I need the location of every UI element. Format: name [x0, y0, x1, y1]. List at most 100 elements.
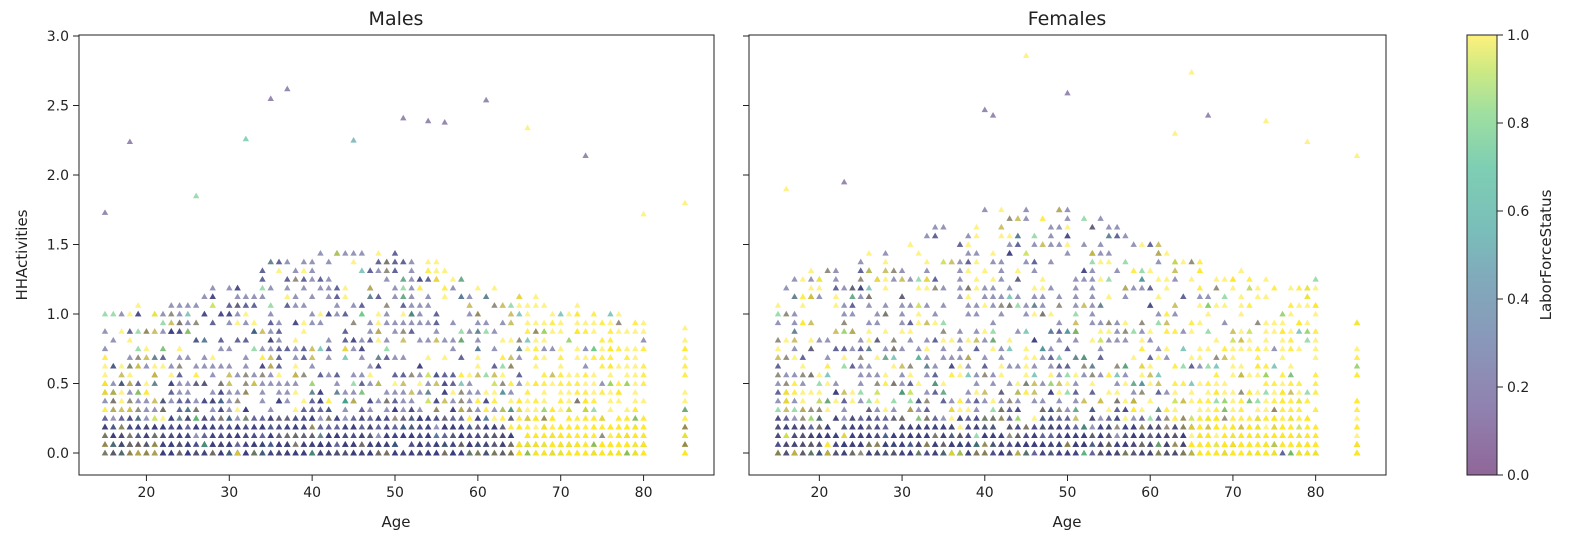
data-point — [849, 345, 856, 352]
data-point — [375, 319, 382, 326]
data-point — [1180, 380, 1187, 386]
data-point — [1204, 362, 1212, 369]
data-point — [126, 371, 134, 378]
data-point — [1221, 380, 1228, 386]
data-point — [433, 397, 440, 404]
data-point — [1221, 406, 1228, 412]
data-point — [923, 302, 931, 308]
data-point — [1229, 362, 1237, 369]
data-point — [824, 371, 831, 378]
data-point — [300, 432, 308, 439]
data-point — [981, 293, 988, 300]
data-point — [118, 432, 125, 439]
data-point — [1039, 397, 1046, 404]
data-point — [1271, 319, 1278, 326]
data-point — [176, 432, 183, 439]
data-point — [574, 302, 581, 308]
data-point — [791, 293, 798, 300]
data-point — [549, 319, 556, 326]
data-point — [1254, 371, 1261, 378]
data-point — [491, 371, 498, 378]
data-point — [998, 223, 1005, 230]
data-point — [940, 336, 947, 343]
data-point — [433, 336, 440, 343]
data-point — [507, 362, 515, 369]
data-point — [234, 284, 241, 291]
data-point — [783, 310, 790, 317]
data-point — [1072, 276, 1079, 282]
data-point — [890, 397, 897, 404]
data-point — [956, 362, 964, 369]
data-point — [623, 432, 631, 439]
data-point — [998, 302, 1005, 308]
data-point — [491, 415, 498, 421]
data-point — [623, 415, 631, 421]
data-point — [1155, 354, 1162, 360]
data-point — [176, 423, 183, 430]
data-point — [126, 388, 134, 395]
data-point — [1246, 397, 1253, 404]
data-point — [292, 441, 299, 447]
data-point — [516, 406, 523, 412]
data-point — [956, 267, 964, 273]
data-point — [424, 397, 432, 404]
data-point — [474, 336, 482, 343]
data-point — [134, 406, 142, 412]
data-point — [217, 336, 225, 343]
data-point — [998, 258, 1005, 265]
data-point — [681, 199, 689, 206]
data-point — [565, 388, 573, 395]
data-point — [1089, 388, 1096, 395]
data-point — [516, 345, 523, 352]
data-point — [275, 423, 283, 430]
data-point — [159, 310, 167, 317]
data-point — [607, 362, 614, 369]
data-point — [1138, 267, 1146, 273]
data-point — [441, 415, 448, 421]
data-point — [1113, 362, 1121, 369]
data-point — [284, 388, 291, 395]
data-point — [582, 449, 589, 456]
data-point — [192, 432, 200, 439]
data-point — [176, 449, 183, 456]
data-point — [350, 423, 357, 430]
data-point — [590, 371, 598, 378]
data-point — [499, 388, 506, 395]
data-point — [466, 449, 473, 456]
x-tick-label: 30 — [220, 485, 238, 501]
data-point — [882, 249, 889, 256]
data-point — [907, 241, 914, 247]
data-point — [184, 415, 192, 421]
data-point — [1238, 310, 1245, 317]
data-point — [565, 415, 573, 421]
data-point — [981, 267, 988, 273]
data-point — [1072, 415, 1079, 421]
data-point — [973, 406, 980, 412]
data-point — [391, 371, 399, 378]
data-point — [267, 95, 274, 101]
data-point — [226, 397, 233, 404]
data-point — [400, 380, 407, 386]
data-point — [275, 397, 283, 404]
data-point — [907, 276, 914, 282]
data-point — [375, 310, 382, 317]
data-point — [292, 293, 299, 300]
data-point — [1014, 267, 1022, 273]
data-point — [209, 284, 216, 291]
data-point — [300, 406, 308, 412]
data-point — [640, 432, 647, 439]
data-point — [981, 371, 988, 378]
data-point — [607, 345, 614, 352]
data-point — [1080, 423, 1088, 430]
data-point — [1138, 371, 1146, 378]
data-point — [234, 415, 241, 421]
data-point — [557, 449, 564, 456]
data-point — [1031, 388, 1038, 395]
data-point — [259, 432, 266, 439]
data-point — [1047, 241, 1055, 247]
data-point — [857, 388, 864, 395]
data-point — [192, 371, 200, 378]
data-point — [1188, 276, 1195, 282]
data-point — [226, 380, 233, 386]
data-point — [449, 319, 457, 326]
